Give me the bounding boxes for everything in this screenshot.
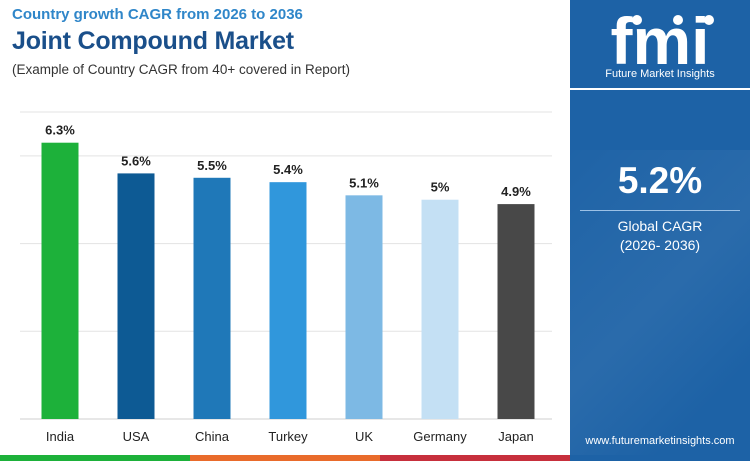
bar-india — [41, 142, 79, 419]
bar-turkey — [269, 182, 307, 419]
value-label-uk: 5.1% — [349, 175, 379, 190]
summary-sidebar: fmi Future Market Insights 5.2% Global C… — [570, 0, 750, 461]
globe-icon — [632, 15, 642, 25]
bar-chart: 6.3% India 5.6% USA 5.5% China 5.4% Turkey 5.1% U… — [20, 111, 552, 444]
tick-label-china: China — [195, 429, 230, 444]
bottom-band-green — [0, 455, 190, 461]
tick-label-japan: Japan — [498, 429, 533, 444]
bottom-band-red — [380, 455, 570, 461]
bottom-band-blue — [570, 455, 750, 461]
sidebar-divider — [570, 88, 750, 90]
bar-china — [193, 177, 231, 419]
global-cagr-rule — [580, 210, 740, 211]
global-cagr-label: Global CAGR — [617, 218, 703, 234]
value-label-turkey: 5.4% — [273, 162, 303, 177]
bar-usa — [117, 173, 155, 419]
chart-subtitle: Country growth CAGR from 2026 to 2036 — [12, 6, 303, 23]
tick-label-usa: USA — [123, 429, 150, 444]
chart-icon — [704, 15, 714, 25]
sidebar-sheen — [570, 150, 750, 461]
value-label-india: 6.3% — [45, 123, 75, 138]
pin-icon — [673, 15, 683, 25]
tick-label-india: India — [46, 429, 75, 444]
logo-text: fmi — [611, 8, 710, 72]
value-label-germany: 5% — [431, 180, 450, 195]
tick-label-turkey: Turkey — [268, 429, 308, 444]
bar-germany — [421, 199, 459, 419]
value-label-usa: 5.6% — [121, 153, 151, 168]
chart-panel: Country growth CAGR from 2026 to 2036 Jo… — [12, 6, 552, 444]
global-cagr-value: 5.2% — [617, 160, 703, 201]
logo-caption: Future Market Insights — [605, 68, 715, 80]
chart-note: (Example of Country CAGR from 40+ covere… — [12, 62, 351, 77]
bar-uk — [345, 195, 383, 419]
tick-label-uk: UK — [355, 429, 373, 444]
chart-title: Joint Compound Market — [12, 27, 294, 55]
bottom-band-orange — [190, 455, 380, 461]
value-label-japan: 4.9% — [501, 184, 531, 199]
tick-label-germany: Germany — [413, 429, 467, 444]
fmi-logo: fmi — [570, 4, 750, 88]
global-cagr-period: (2026- 2036) — [619, 237, 701, 253]
value-label-china: 5.5% — [197, 158, 227, 173]
website-url[interactable]: www.futuremarketinsights.com — [585, 435, 735, 447]
bar-japan — [497, 204, 535, 419]
